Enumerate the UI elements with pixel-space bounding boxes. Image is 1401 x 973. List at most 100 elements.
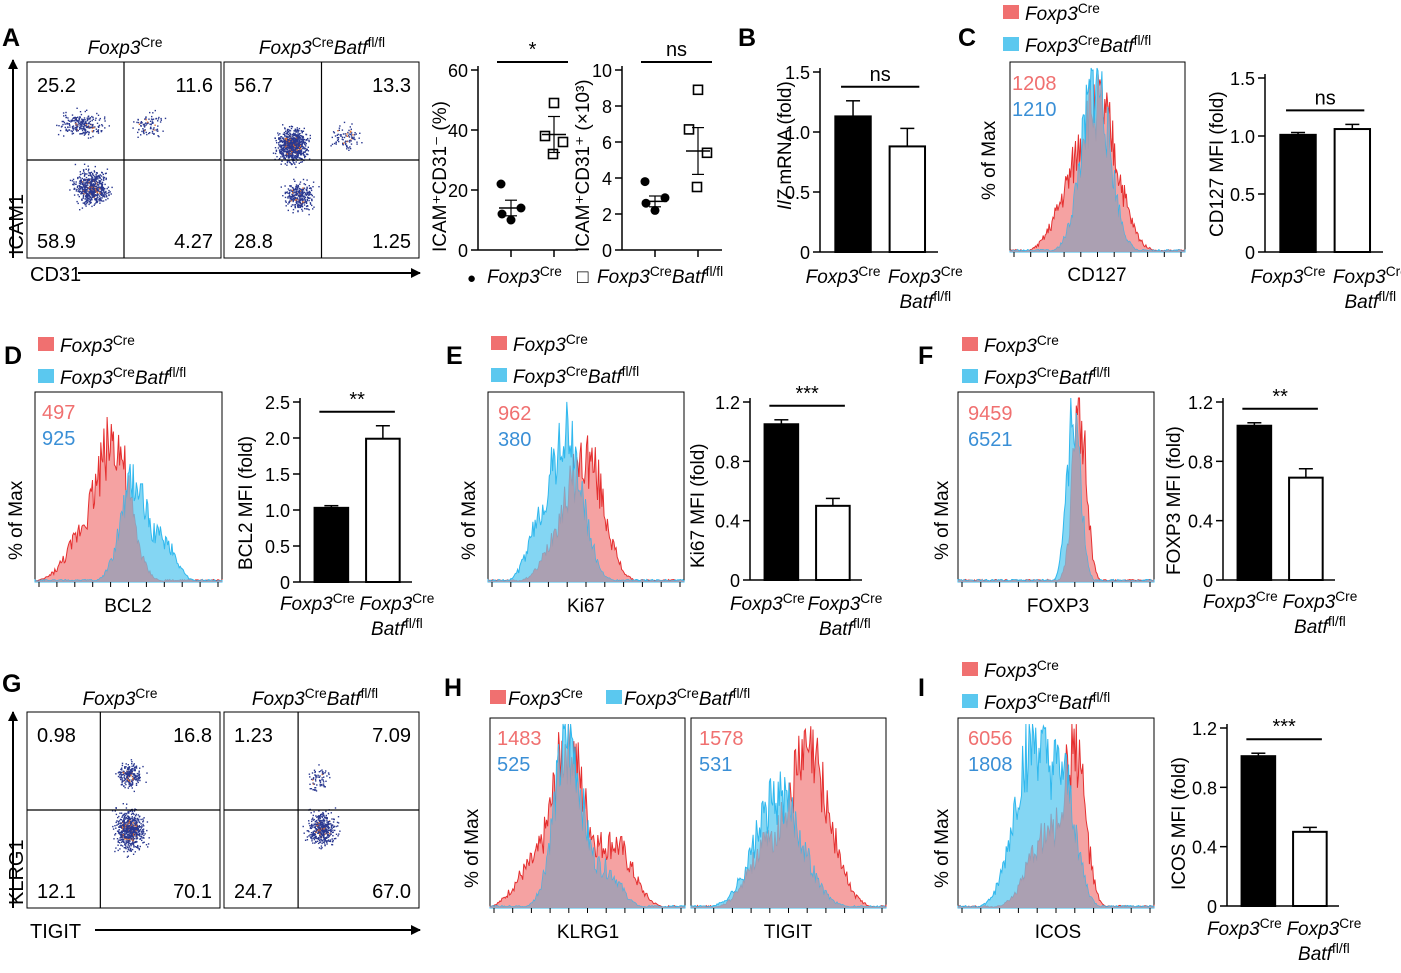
event-dot: [310, 825, 313, 827]
event-dot: [138, 129, 140, 131]
event-dot: [83, 182, 85, 184]
event-dot: [329, 832, 331, 835]
event-dot: [132, 840, 135, 842]
event-dot: [320, 845, 323, 847]
event-dot: [338, 140, 340, 143]
event-dot: [320, 839, 323, 841]
event-dot: [280, 151, 283, 153]
event-dot: [312, 819, 315, 821]
event-dot: [84, 189, 86, 192]
event-dot: [318, 186, 320, 188]
event-dot: [294, 155, 296, 157]
panel-a-legend-ko: Foxp3CreBatffl/fl: [597, 264, 723, 288]
event-dot: [278, 138, 280, 140]
event-dot: [136, 780, 139, 782]
event-dot: [303, 195, 306, 197]
event-dot: [302, 152, 305, 155]
y-tick-label: 20: [448, 181, 468, 201]
event-dot: [308, 194, 310, 196]
event-dot: [295, 197, 298, 199]
panel-f-legend-wt-label: Foxp3Cre: [984, 333, 1059, 357]
event-dot: [92, 192, 94, 194]
event-dot: [298, 188, 300, 190]
event-dot: [73, 181, 75, 183]
panel-g-y-axis-label: KLRG1: [6, 839, 28, 905]
event-dot: [322, 783, 325, 785]
event-dot: [77, 176, 79, 179]
event-dot: [287, 143, 290, 145]
event-dot: [139, 767, 141, 769]
event-dot: [77, 188, 80, 190]
event-dot: [312, 186, 314, 188]
event-dot: [139, 776, 141, 779]
event-dot: [87, 184, 89, 186]
event-dot: [323, 829, 325, 832]
event-dot: [84, 128, 86, 130]
event-dot: [115, 773, 117, 775]
event-dot: [305, 138, 308, 141]
event-dot: [85, 184, 87, 186]
event-dot: [292, 153, 294, 156]
event-dot: [350, 143, 353, 145]
event-dot: [295, 188, 297, 191]
event-dot: [135, 834, 137, 837]
event-dot: [335, 833, 338, 835]
panel-a-flow-wt-q-lower-left: 58.9: [37, 231, 76, 253]
event-dot: [324, 816, 326, 819]
event-dot: [92, 193, 94, 196]
panel-a-flow-ko-dots: [272, 121, 363, 216]
event-dot: [142, 820, 145, 822]
event-dot: [83, 163, 86, 165]
event-dot: [134, 775, 136, 777]
event-dot: [307, 193, 309, 195]
event-dot: [305, 133, 307, 136]
panel-g-title-ko: Foxp3CreBatffl/fl: [252, 686, 378, 710]
event-dot: [322, 841, 324, 843]
event-dot: [295, 131, 297, 133]
event-dot: [86, 190, 88, 192]
point-ko: [683, 124, 695, 135]
event-dot: [327, 826, 329, 829]
event-dot: [304, 193, 306, 195]
event-dot: [131, 820, 133, 822]
panel-a-scatter2-ylabel: ICAM⁺CD31⁺ (×10³): [573, 79, 594, 252]
event-dot: [132, 844, 135, 846]
bar-ko: [1333, 128, 1372, 253]
event-dot: [312, 824, 314, 827]
event-dot: [319, 830, 321, 832]
event-dot: [124, 821, 126, 824]
event-dot: [136, 846, 139, 849]
event-dot: [80, 123, 82, 125]
event-dot: [123, 773, 125, 776]
event-dot: [136, 817, 139, 820]
event-dot: [135, 775, 137, 777]
panel-b-significance: ns: [870, 64, 891, 86]
event-dot: [298, 152, 300, 154]
event-dot: [123, 850, 125, 853]
event-dot: [94, 198, 96, 200]
event-dot: [283, 143, 285, 146]
event-dot: [292, 142, 294, 144]
event-dot: [313, 830, 315, 832]
event-dot: [102, 194, 104, 196]
event-dot: [84, 198, 86, 200]
event-dot: [293, 188, 295, 190]
event-dot: [291, 189, 294, 191]
bar-ko: [1292, 830, 1328, 907]
event-dot: [148, 118, 150, 120]
event-dot: [81, 133, 83, 135]
event-dot: [56, 124, 58, 127]
event-dot: [134, 834, 136, 836]
event-dot: [289, 141, 291, 143]
event-dot: [121, 764, 124, 767]
event-dot: [318, 827, 320, 829]
event-dot: [129, 780, 131, 783]
event-dot: [129, 779, 131, 781]
event-dot: [137, 119, 139, 121]
event-dot: [79, 125, 81, 127]
event-dot: [99, 182, 101, 185]
event-dot: [153, 133, 155, 135]
event-dot: [297, 194, 300, 197]
event-dot: [123, 823, 125, 825]
event-dot: [92, 195, 95, 197]
